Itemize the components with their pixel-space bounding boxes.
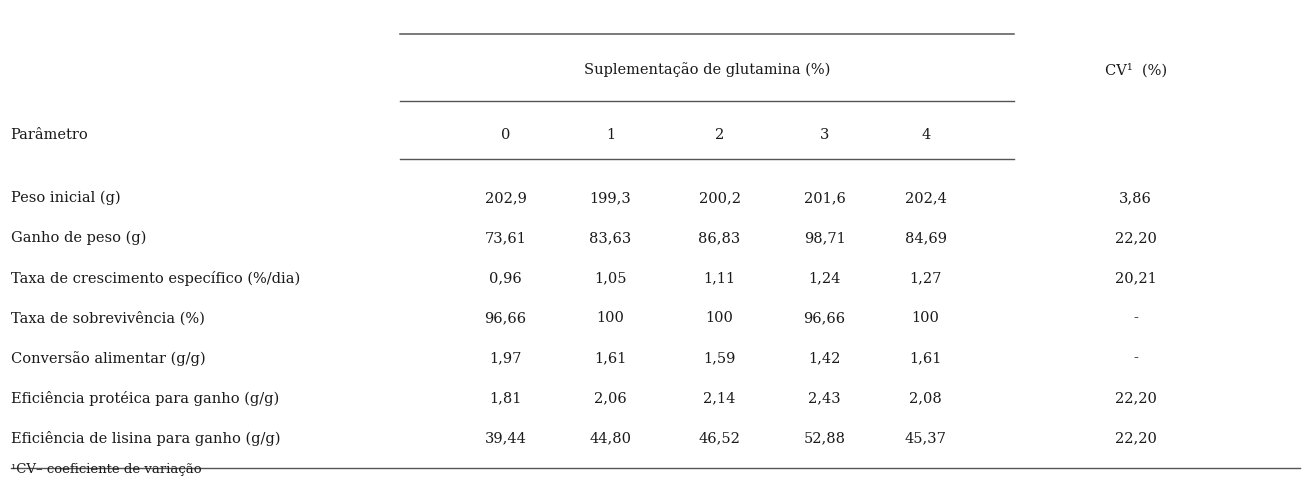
Text: Taxa de crescimento específico (%/dia): Taxa de crescimento específico (%/dia) (11, 270, 299, 286)
Text: 45,37: 45,37 (905, 432, 947, 445)
Text: 22,20: 22,20 (1115, 231, 1157, 245)
Text: 46,52: 46,52 (699, 432, 741, 445)
Text: 22,20: 22,20 (1115, 432, 1157, 445)
Text: 96,66: 96,66 (484, 312, 527, 325)
Text: 1,24: 1,24 (809, 271, 840, 285)
Text: 73,61: 73,61 (484, 231, 527, 245)
Text: 100: 100 (911, 312, 940, 325)
Text: Eficiência de lisina para ganho (g/g): Eficiência de lisina para ganho (g/g) (11, 431, 280, 446)
Text: 100: 100 (705, 312, 734, 325)
Text: 1,27: 1,27 (910, 271, 941, 285)
Text: 3: 3 (819, 128, 830, 142)
Text: 1,61: 1,61 (595, 352, 626, 365)
Text: ¹CV– coeficiente de variação: ¹CV– coeficiente de variação (11, 463, 201, 476)
Text: 98,71: 98,71 (804, 231, 846, 245)
Text: Parâmetro: Parâmetro (11, 128, 88, 142)
Text: 39,44: 39,44 (484, 432, 527, 445)
Text: 100: 100 (596, 312, 625, 325)
Text: 0,96: 0,96 (490, 271, 521, 285)
Text: 1,97: 1,97 (490, 352, 521, 365)
Text: 83,63: 83,63 (590, 231, 632, 245)
Text: 1,11: 1,11 (704, 271, 735, 285)
Text: Conversão alimentar (g/g): Conversão alimentar (g/g) (11, 351, 205, 366)
Text: 86,83: 86,83 (699, 231, 741, 245)
Text: Eficiência protéica para ganho (g/g): Eficiência protéica para ganho (g/g) (11, 391, 278, 406)
Text: 84,69: 84,69 (905, 231, 947, 245)
Text: 22,20: 22,20 (1115, 392, 1157, 405)
Text: 200,2: 200,2 (699, 191, 741, 205)
Text: 202,4: 202,4 (905, 191, 947, 205)
Text: 201,6: 201,6 (804, 191, 846, 205)
Text: 4: 4 (920, 128, 931, 142)
Text: -: - (1133, 352, 1138, 365)
Text: 2: 2 (714, 128, 725, 142)
Text: Ganho de peso (g): Ganho de peso (g) (11, 231, 146, 245)
Text: 96,66: 96,66 (804, 312, 846, 325)
Text: 2,14: 2,14 (704, 392, 735, 405)
Text: 2,08: 2,08 (910, 392, 941, 405)
Text: 3,86: 3,86 (1119, 191, 1153, 205)
Text: 1,59: 1,59 (704, 352, 735, 365)
Text: -: - (1133, 312, 1138, 325)
Text: 1,05: 1,05 (595, 271, 626, 285)
Text: 199,3: 199,3 (590, 191, 632, 205)
Text: 1,81: 1,81 (490, 392, 521, 405)
Text: 20,21: 20,21 (1115, 271, 1157, 285)
Text: Suplementação de glutamina (%): Suplementação de glutamina (%) (584, 63, 830, 77)
Text: 0: 0 (500, 128, 511, 142)
Text: 44,80: 44,80 (590, 432, 632, 445)
Text: Peso inicial (g): Peso inicial (g) (11, 191, 119, 205)
Text: Taxa de sobrevivência (%): Taxa de sobrevivência (%) (11, 311, 205, 326)
Text: 202,9: 202,9 (484, 191, 527, 205)
Text: 52,88: 52,88 (804, 432, 846, 445)
Text: 1,61: 1,61 (910, 352, 941, 365)
Text: 2,43: 2,43 (809, 392, 840, 405)
Text: 1: 1 (607, 128, 614, 142)
Text: CV¹  (%): CV¹ (%) (1104, 63, 1167, 77)
Text: 1,42: 1,42 (809, 352, 840, 365)
Text: 2,06: 2,06 (595, 392, 626, 405)
